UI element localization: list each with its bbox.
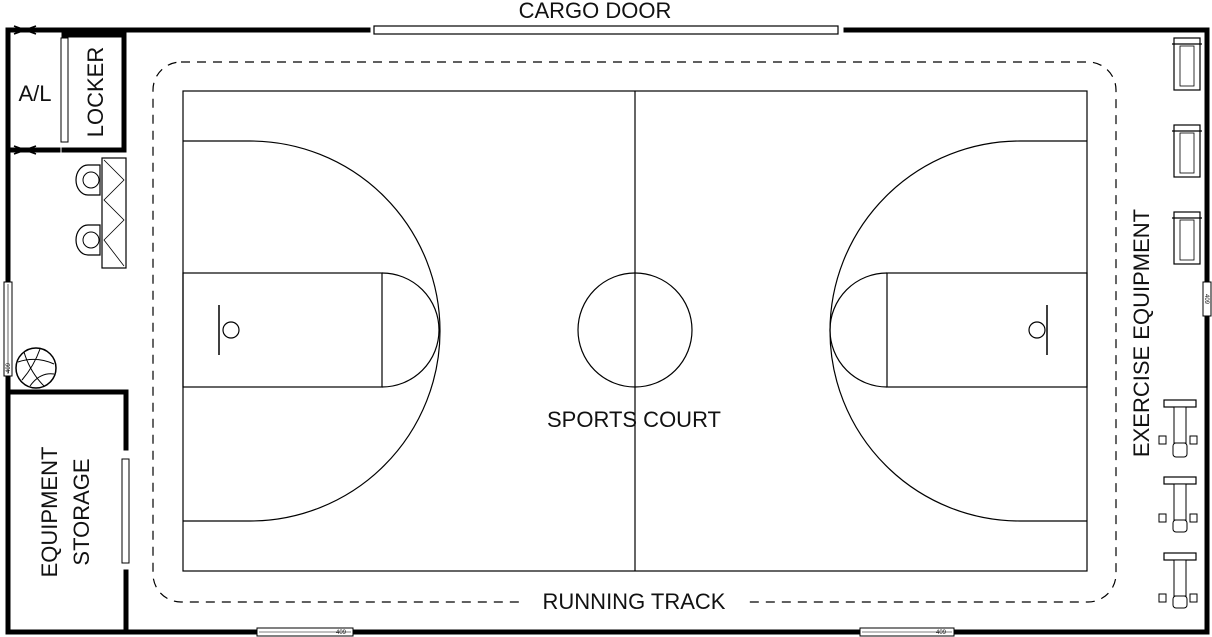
armchair-icon [75, 224, 101, 256]
weight-machine-icon [1158, 399, 1198, 458]
weight-machine-icon [1158, 552, 1198, 609]
airlock-label: A/L [18, 81, 51, 106]
outer-walls [5, 27, 1210, 635]
cargo-door[interactable] [373, 25, 839, 35]
cargo-door-label: CARGO DOOR [519, 0, 672, 23]
locker-room [60, 32, 127, 153]
window-tag-bottom-left: 409 [336, 630, 347, 636]
running-track-label: RUNNING TRACK [543, 589, 726, 614]
equipment-storage-label-line2: STORAGE [69, 458, 94, 565]
window-bottom-left: 409 [256, 627, 354, 637]
airlock-room [5, 25, 61, 155]
weight-machine-icon [1158, 476, 1198, 533]
sports-court-label: SPORTS COURT [547, 407, 721, 432]
window-left-wall: 409 [3, 281, 13, 377]
window-tag-right: 409 [1203, 294, 1209, 305]
window-tag-left: 409 [6, 362, 12, 373]
treadmill-icon [1172, 124, 1202, 178]
treadmill-icon [1172, 37, 1202, 91]
window-right-wall: 409 [1202, 281, 1212, 317]
sofa-icon [101, 157, 127, 269]
equipment-storage-label-line1: EQUIPMENT [37, 447, 62, 578]
window-bottom-right: 409 [859, 627, 955, 637]
ball-icon [15, 347, 57, 389]
equipment-storage-room [5, 389, 130, 635]
treadmill-icon [1172, 211, 1202, 265]
running-track [152, 61, 1117, 603]
sports-court [182, 90, 1088, 572]
armchair-icon [75, 164, 101, 196]
exercise-equipment-label: EXERCISE EQUIPMENT [1129, 209, 1154, 457]
locker-label: LOCKER [83, 47, 108, 137]
window-tag-bottom-right: 409 [936, 630, 947, 636]
